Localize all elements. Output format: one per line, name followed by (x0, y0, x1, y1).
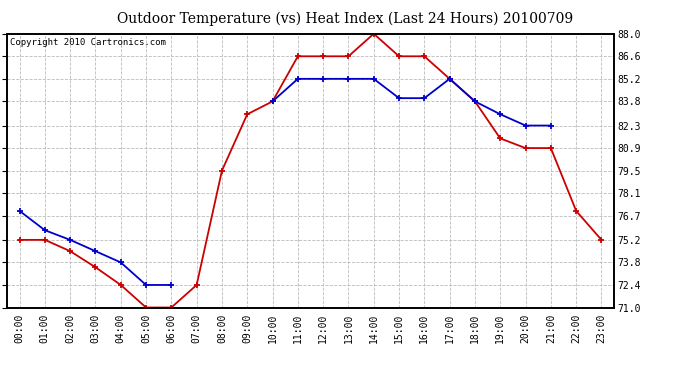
Text: Outdoor Temperature (vs) Heat Index (Last 24 Hours) 20100709: Outdoor Temperature (vs) Heat Index (Las… (117, 11, 573, 26)
Text: Copyright 2010 Cartronics.com: Copyright 2010 Cartronics.com (10, 38, 166, 47)
